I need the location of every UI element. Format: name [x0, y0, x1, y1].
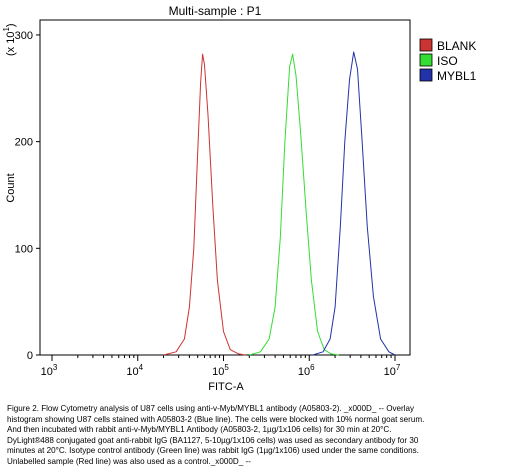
y-multiplier-close: )	[5, 23, 17, 27]
x-tick-label: 106	[298, 363, 315, 378]
caption-line: And then incubated with rabbit anti-v-My…	[7, 425, 392, 435]
caption-line: minutes at 20°C. Isotype control antibod…	[7, 446, 419, 456]
legend-swatch	[419, 53, 433, 67]
y-axis-ticks: 0 100 200 300	[15, 30, 40, 362]
x-tick-label: 105	[212, 363, 229, 378]
series-line-blank	[163, 53, 246, 356]
y-multiplier-label: (x 101)	[2, 23, 17, 56]
series-line-iso	[249, 53, 339, 356]
y-multiplier-exp: 1	[2, 27, 11, 32]
y-tick-label: 300	[15, 30, 33, 42]
histogram-series	[163, 51, 396, 356]
legend-swatch	[419, 68, 433, 82]
caption-line: DyLight®488 conjugated goat anti-rabbit …	[7, 435, 419, 445]
svg-text:(x 101): (x 101)	[2, 23, 17, 56]
y-multiplier-prefix: (x 10	[5, 32, 17, 56]
legend-label: MYBL1	[437, 69, 477, 83]
y-axis-label: Count	[5, 173, 17, 202]
figure-caption: Figure 2. Flow Cytometry analysis of U87…	[7, 404, 507, 468]
chart-title: Multi-sample : P1	[169, 4, 262, 18]
series-line-mybl1	[312, 51, 396, 356]
x-tick-label: 103	[41, 363, 58, 378]
legend-label: BLANK	[437, 39, 476, 53]
x-axis-label: FITC-A	[208, 381, 244, 393]
y-tick-label: 200	[15, 137, 33, 149]
caption-line: Figure 2. Flow Cytometry analysis of U87…	[7, 404, 415, 413]
x-axis-ticks: 103 104 105 106 107	[41, 355, 401, 378]
caption-line: histogram showing U87 cells stained with…	[7, 414, 425, 424]
flow-cytometry-chart: Multi-sample : P1 (x 101) Count FITC-A 0…	[2, 4, 477, 393]
x-tick-label: 107	[384, 363, 401, 378]
y-tick-label: 0	[27, 350, 33, 362]
y-tick-label: 100	[15, 243, 33, 255]
caption-line: Unlabelled sample (Red line) was also us…	[7, 456, 251, 466]
legend-label: ISO	[437, 54, 458, 68]
x-tick-label: 104	[126, 363, 143, 378]
legend-swatch	[419, 38, 433, 52]
plot-frame	[39, 19, 411, 356]
